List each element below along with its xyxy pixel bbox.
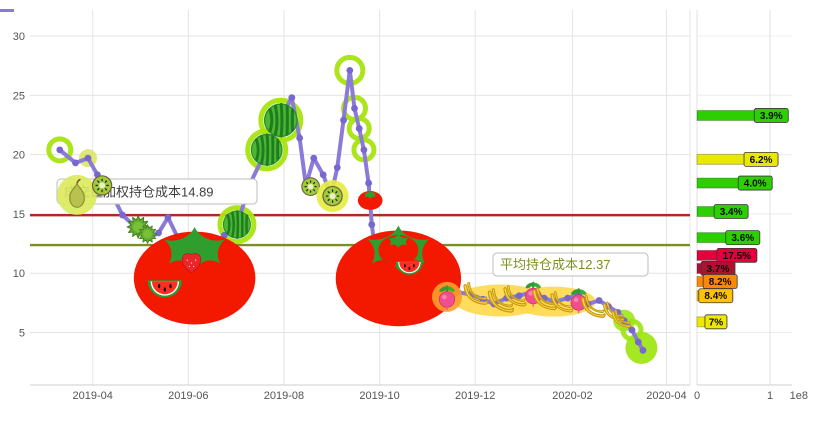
price-point: [639, 346, 647, 354]
y-axis-tick-label: 20: [13, 150, 25, 162]
price-point: [365, 179, 373, 187]
volume-bar-label: 4.0%: [744, 179, 767, 190]
watermelon-icon: [249, 133, 284, 167]
volume-bar-label-box: [725, 230, 761, 246]
tomato-icon: [357, 190, 383, 210]
volume-distribution-panel: 3.9% 6.2% 4.0% 3.4% 3.6% 17.5% 3.7% 8.2% 8.4% 7%: [696, 108, 789, 330]
volume-bar-label-box: [743, 151, 779, 167]
price-point: [351, 104, 358, 112]
watermelon-icon: [263, 102, 299, 138]
price-point: [360, 146, 368, 154]
price-point: [155, 229, 162, 237]
avg-cost-label: 平均持仓成本12.37: [492, 252, 649, 277]
fruit-layer: [57, 102, 632, 328]
volume-bar-label-box: [698, 288, 734, 304]
volume-bar-label: 3.6%: [731, 233, 754, 244]
x-axis-tick-label: 2019-08: [264, 390, 304, 402]
price-point: [515, 292, 523, 300]
volume-bar-label: 3.9%: [760, 111, 783, 122]
volume-axis-tick-label: 1: [767, 390, 773, 402]
price-point: [355, 125, 363, 132]
y-axis-tick-label: 5: [19, 328, 25, 340]
price-point: [319, 171, 327, 179]
volume-bar-label: 7%: [709, 317, 724, 328]
volume-axis-scale-label: 1e8: [790, 390, 808, 402]
y-axis-tick-label: 30: [13, 31, 25, 43]
kiwi-icon: [322, 185, 343, 207]
volume-bar-label: 8.4%: [704, 291, 727, 302]
price-point: [346, 66, 354, 74]
glow-highlight: [258, 97, 304, 143]
x-axis-tick-label: 2019-10: [359, 390, 399, 402]
watermelon-icon: [222, 209, 252, 240]
kiwi-icon: [91, 175, 113, 196]
legend-line-fragment: [0, 9, 14, 12]
x-axis-tick-label: 2020-04: [646, 390, 686, 402]
price-point: [564, 294, 572, 302]
price-point: [72, 159, 79, 167]
y-axis-tick-label: 25: [13, 90, 25, 102]
x-axis-tick-label: 2019-06: [168, 390, 208, 402]
volume-bar-label: 3.7%: [707, 264, 730, 275]
volume-bar-label: 8.2%: [709, 277, 732, 288]
price-point: [595, 297, 603, 304]
price-point: [164, 214, 172, 221]
volume-bar-label-box: [753, 108, 789, 123]
price-point: [56, 146, 64, 154]
price-point: [288, 94, 296, 102]
x-axis-tick-label: 2020-02: [552, 390, 592, 402]
volume-bar-label-box: [713, 204, 749, 219]
glow-highlight: [46, 136, 74, 164]
price-point: [333, 164, 341, 172]
glow-highlight: [217, 205, 257, 245]
price-point: [368, 221, 376, 228]
volume-bar-label: 6.2%: [750, 155, 773, 166]
price-point: [634, 338, 642, 346]
volume-bar-label: 3.4%: [720, 207, 743, 218]
volume-bar-label-box: [704, 314, 728, 330]
y-axis-tick-label: 10: [13, 268, 25, 280]
volume-bar-label: 17.5%: [723, 251, 751, 262]
x-axis-tick-label: 2019-12: [455, 390, 495, 402]
price-point: [340, 116, 347, 124]
volume-bar-label-box: [737, 175, 773, 191]
price-point: [310, 154, 318, 162]
avg-label-text: 平均持仓成本12.37: [500, 257, 611, 272]
y-axis-tick-label: 15: [13, 209, 25, 221]
price-point: [296, 134, 304, 142]
avg-label-box: [492, 252, 649, 277]
volume-axis-tick-label: 0: [694, 390, 700, 402]
volume-bar-label-box: [716, 248, 758, 263]
price-point: [628, 326, 636, 334]
price-point: [84, 154, 92, 162]
x-axis-tick-label: 2019-04: [73, 390, 113, 402]
price-point: [119, 211, 126, 219]
